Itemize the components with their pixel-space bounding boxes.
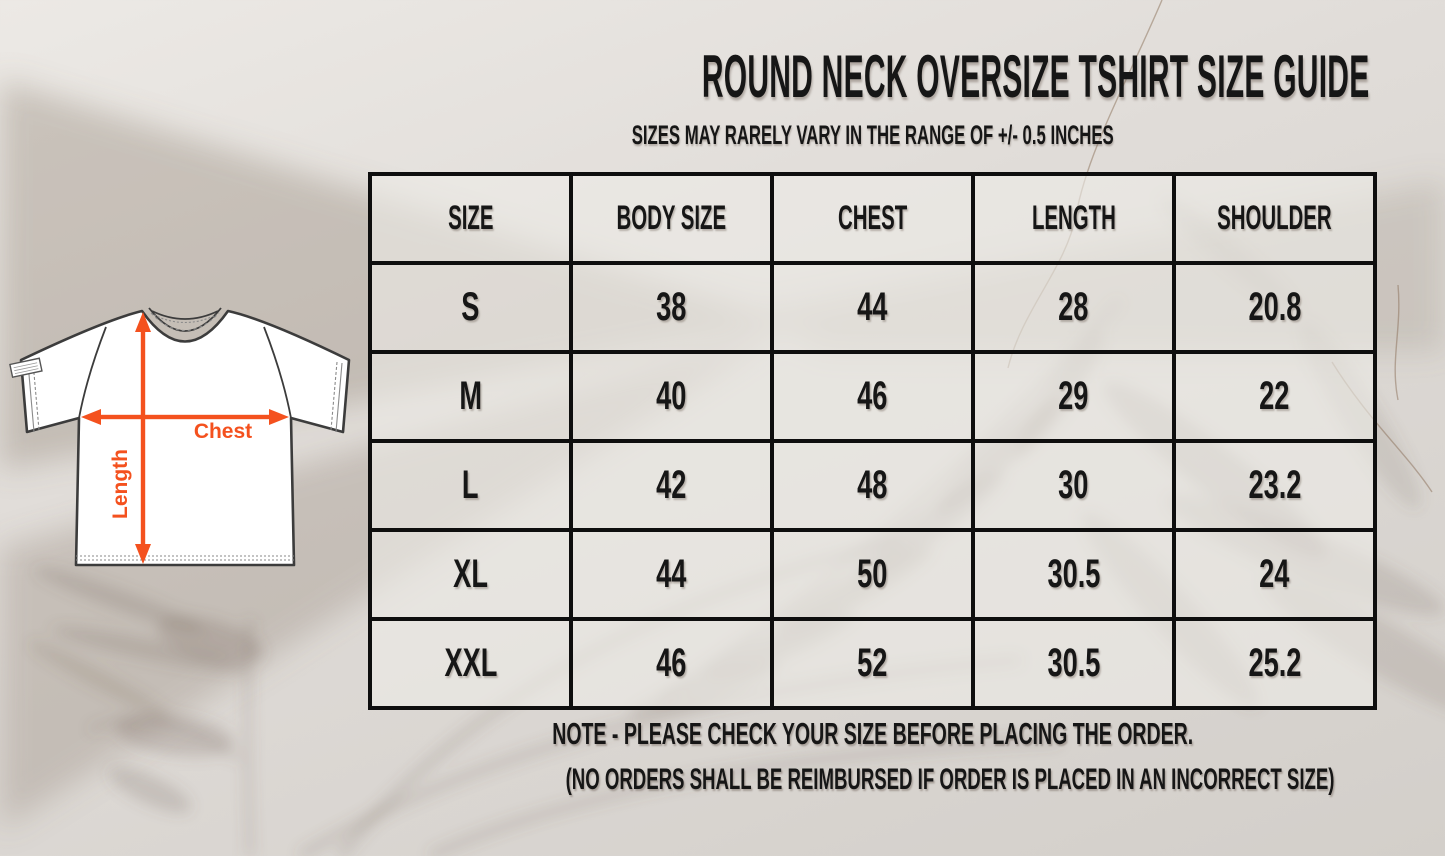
table-row-s: S 38 44 28 20.8 bbox=[368, 261, 1377, 354]
cell-value: 46 bbox=[656, 641, 687, 685]
cell-value: 20.8 bbox=[1248, 285, 1301, 329]
table-row-m: M 40 46 29 22 bbox=[368, 350, 1377, 443]
note-line-2: (NO ORDERS SHALL BE REIMBURSED IF ORDER … bbox=[330, 754, 1415, 800]
table-cell: 48 bbox=[770, 439, 975, 532]
cell-value: 52 bbox=[857, 641, 888, 685]
table-cell: 38 bbox=[569, 261, 774, 354]
table-cell: 24 bbox=[1172, 528, 1377, 621]
table-cell: 46 bbox=[770, 350, 975, 443]
heading-block: ROUND NECK OVERSIZE TSHIRT SIZE GUIDE SI… bbox=[368, 46, 1377, 151]
cell-value: 25.2 bbox=[1248, 641, 1301, 685]
cell-value: 38 bbox=[656, 285, 687, 329]
header-chest: CHEST bbox=[770, 172, 975, 265]
header-shoulder: SHOULDER bbox=[1172, 172, 1377, 265]
tshirt-measurement-diagram: Chest Length bbox=[9, 307, 351, 567]
table-cell: M bbox=[368, 350, 573, 443]
table-cell: 44 bbox=[770, 261, 975, 354]
table-cell: 40 bbox=[569, 350, 774, 443]
cell-value: XL bbox=[453, 552, 488, 596]
table-row-l: L 42 48 30 23.2 bbox=[368, 439, 1377, 532]
cell-value: 48 bbox=[857, 463, 888, 507]
table-cell: 22 bbox=[1172, 350, 1377, 443]
page-subtitle-text: SIZES MAY RARELY VARY IN THE RANGE OF +/… bbox=[631, 120, 1114, 150]
cell-value: L bbox=[462, 463, 479, 507]
cell-value: 30.5 bbox=[1047, 641, 1100, 685]
cell-value: 30 bbox=[1058, 463, 1089, 507]
table-cell: XXL bbox=[368, 617, 573, 710]
table-cell: 52 bbox=[770, 617, 975, 710]
table-cell: 23.2 bbox=[1172, 439, 1377, 532]
table-cell: 28 bbox=[971, 261, 1176, 354]
chest-label: Chest bbox=[194, 420, 252, 443]
header-size-text: SIZE bbox=[447, 199, 494, 237]
table-cell: 30.5 bbox=[971, 617, 1176, 710]
note-line-1: NOTE - PLEASE CHECK YOUR SIZE BEFORE PLA… bbox=[330, 714, 1415, 754]
table-cell: 20.8 bbox=[1172, 261, 1377, 354]
table-cell: 46 bbox=[569, 617, 774, 710]
table-cell: 30.5 bbox=[971, 528, 1176, 621]
cell-value: 40 bbox=[656, 374, 687, 418]
table-cell: 30 bbox=[971, 439, 1176, 532]
cell-value: 30.5 bbox=[1047, 552, 1100, 596]
note-line-2-text: (NO ORDERS SHALL BE REIMBURSED IF ORDER … bbox=[565, 763, 1335, 796]
table-cell: S bbox=[368, 261, 573, 354]
page-subtitle: SIZES MAY RARELY VARY IN THE RANGE OF +/… bbox=[368, 120, 1377, 150]
page-title: ROUND NECK OVERSIZE TSHIRT SIZE GUIDE bbox=[368, 46, 1377, 108]
header-length: LENGTH bbox=[971, 172, 1176, 265]
cell-value: 46 bbox=[857, 374, 888, 418]
cell-value: XXL bbox=[444, 641, 497, 685]
cell-value: 28 bbox=[1058, 285, 1089, 329]
table-cell: 44 bbox=[569, 528, 774, 621]
table-row-xl: XL 44 50 30.5 24 bbox=[368, 528, 1377, 621]
cell-value: S bbox=[461, 285, 480, 329]
cell-value: 42 bbox=[656, 463, 687, 507]
chest-arrow bbox=[97, 414, 277, 420]
cell-value: 44 bbox=[857, 285, 888, 329]
tshirt-outline bbox=[19, 309, 351, 567]
cell-value: 29 bbox=[1058, 374, 1089, 418]
table-row-xxl: XXL 46 52 30.5 25.2 bbox=[368, 617, 1377, 710]
table-header-row: SIZE BODY SIZE CHEST LENGTH SHOULDER bbox=[368, 172, 1377, 265]
header-length-text: LENGTH bbox=[1031, 199, 1116, 237]
table-cell: 42 bbox=[569, 439, 774, 532]
header-chest-text: CHEST bbox=[837, 199, 908, 237]
header-size: SIZE bbox=[368, 172, 573, 265]
cell-value: 22 bbox=[1259, 374, 1290, 418]
cell-value: 44 bbox=[656, 552, 687, 596]
header-shoulder-text: SHOULDER bbox=[1217, 199, 1332, 237]
length-label: Length bbox=[109, 449, 132, 519]
cell-value: M bbox=[459, 374, 482, 418]
table-cell: XL bbox=[368, 528, 573, 621]
table-cell: L bbox=[368, 439, 573, 532]
note-line-1-text: NOTE - PLEASE CHECK YOUR SIZE BEFORE PLA… bbox=[552, 716, 1193, 751]
size-guide-table: SIZE BODY SIZE CHEST LENGTH SHOULDER S 3… bbox=[368, 172, 1377, 710]
cell-value: 23.2 bbox=[1248, 463, 1301, 507]
length-arrow bbox=[140, 328, 146, 548]
table-cell: 50 bbox=[770, 528, 975, 621]
table-cell: 29 bbox=[971, 350, 1176, 443]
cell-value: 50 bbox=[857, 552, 888, 596]
table-cell: 25.2 bbox=[1172, 617, 1377, 710]
page-title-text: ROUND NECK OVERSIZE TSHIRT SIZE GUIDE bbox=[701, 43, 1370, 110]
cell-value: 24 bbox=[1259, 552, 1290, 596]
header-body-size-text: BODY SIZE bbox=[616, 199, 727, 237]
notes-block: NOTE - PLEASE CHECK YOUR SIZE BEFORE PLA… bbox=[330, 714, 1415, 800]
header-body-size: BODY SIZE bbox=[569, 172, 774, 265]
